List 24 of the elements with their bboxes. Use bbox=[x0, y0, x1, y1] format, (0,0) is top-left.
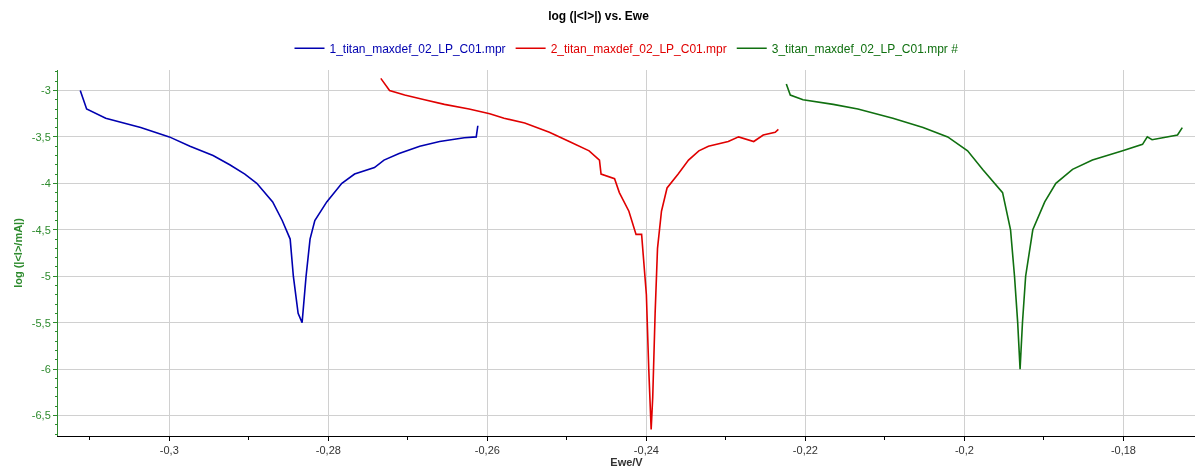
y-tick-label: -6,5 bbox=[31, 409, 51, 422]
line-series bbox=[785, 83, 1184, 370]
x-tick-label: -0,26 bbox=[474, 444, 500, 457]
y-tick-label: -6 bbox=[41, 362, 51, 375]
y-tick-label: -4 bbox=[41, 177, 51, 190]
x-tick-label: -0,28 bbox=[315, 444, 341, 457]
x-axis-title: Ewe/V bbox=[610, 456, 644, 469]
y-tick-label: -5,5 bbox=[31, 316, 51, 329]
chart-title: log (|<I>|) vs. Ewe bbox=[548, 9, 650, 24]
x-tick-label: -0,22 bbox=[792, 444, 818, 457]
x-tick-label: -0,24 bbox=[633, 444, 659, 457]
x-tick-label: -0,18 bbox=[1110, 444, 1136, 457]
legend-label: 2_titan_maxdef_02_LP_C01.mpr bbox=[550, 41, 727, 56]
line-series bbox=[380, 77, 780, 431]
y-tick-label: -3 bbox=[41, 84, 51, 97]
legend-label: 3_titan_maxdef_02_LP_C01.mpr # bbox=[771, 41, 959, 56]
x-tick-label: -0,3 bbox=[159, 444, 179, 457]
line-series bbox=[79, 89, 479, 324]
y-axis-title: log (|<I>/mA|) bbox=[12, 217, 25, 288]
y-tick-label: -5 bbox=[41, 270, 51, 283]
x-tick-label: -0,2 bbox=[954, 444, 974, 457]
y-tick-label: -4,5 bbox=[31, 223, 51, 236]
legend-label: 1_titan_maxdef_02_LP_C01.mpr bbox=[329, 41, 506, 56]
y-tick-label: -3,5 bbox=[31, 130, 51, 143]
